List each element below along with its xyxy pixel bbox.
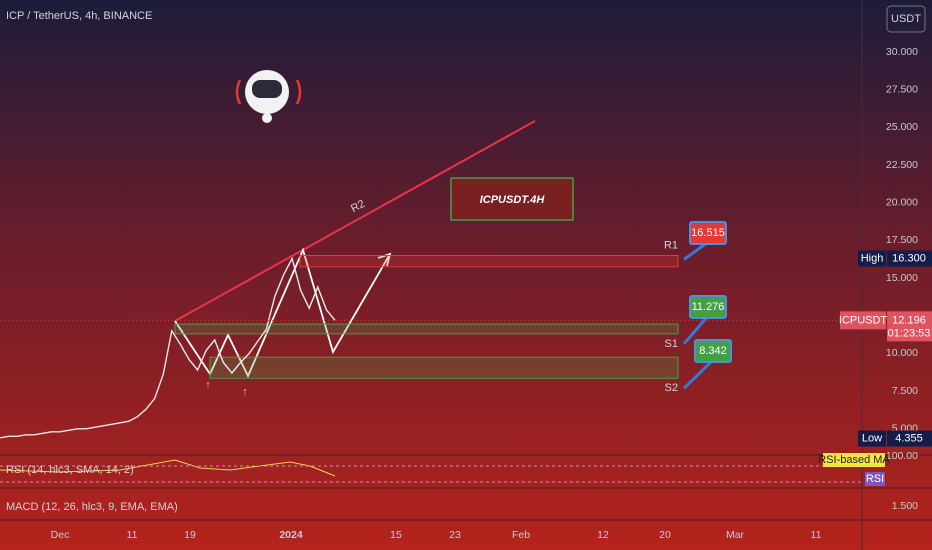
symbol: ICPUSDT xyxy=(839,314,888,326)
rsi-line xyxy=(0,459,336,477)
x-tick-label: 12 xyxy=(597,529,609,541)
last-price: 12.196 xyxy=(892,314,926,326)
arrow-up: ↑ xyxy=(242,386,248,398)
price-line xyxy=(0,256,336,439)
callout-box xyxy=(689,295,727,319)
x-tick-label: 11 xyxy=(811,529,822,541)
high-label: High xyxy=(861,252,884,264)
y-tick-label: 25.000 xyxy=(886,121,918,133)
annotation-box xyxy=(450,177,574,221)
zone-name: S1 xyxy=(665,338,678,350)
low-tag xyxy=(858,430,886,447)
high-tag xyxy=(858,250,886,267)
x-tick-label: Feb xyxy=(512,529,530,541)
low-price-tag xyxy=(887,430,932,447)
arrow-up: ↑ xyxy=(205,379,211,391)
low-label: Low xyxy=(862,432,882,444)
rsi-tick: 100.00 xyxy=(886,450,918,462)
macd-title: MACD (12, 26, hlc3, 9, EMA, EMA) xyxy=(6,501,178,513)
chart-title: ICP / TetherUS, 4h, BINANCE xyxy=(6,10,152,22)
y-tick-label: 20.000 xyxy=(886,197,918,209)
high-price: 16.300 xyxy=(892,252,926,264)
y-tick-label: 30.000 xyxy=(886,46,918,58)
x-tick-label: 11 xyxy=(127,529,138,541)
callout-line xyxy=(682,358,715,390)
x-tick-label: 2024 xyxy=(279,529,303,541)
zone xyxy=(174,323,679,335)
zone-name: R1 xyxy=(664,239,678,251)
zone xyxy=(299,255,679,268)
x-tick-label: 15 xyxy=(390,529,402,541)
x-tick-label: 23 xyxy=(449,529,461,541)
x-tick-label: 19 xyxy=(184,529,196,541)
x-tick-label: 20 xyxy=(659,529,671,541)
rsi-label: RSI xyxy=(866,473,884,485)
callout-value: 8.342 xyxy=(699,345,727,357)
rsi-tag xyxy=(865,472,885,486)
trendline xyxy=(174,120,536,322)
logo xyxy=(235,70,302,123)
y-tick-label: 17.500 xyxy=(886,234,918,246)
rsi-ma-label: RSI-based MA xyxy=(818,454,890,466)
high-price-tag xyxy=(887,250,932,267)
arrow-head xyxy=(377,252,392,267)
low-price: 4.355 xyxy=(895,432,923,444)
price-tag xyxy=(887,311,932,342)
zone-name: S2 xyxy=(665,382,678,394)
callout-value: 16.515 xyxy=(691,227,725,239)
macd-tick: 1.500 xyxy=(892,500,918,512)
x-tick-label: Dec xyxy=(51,529,70,541)
callout-value: 11.276 xyxy=(692,301,725,313)
annotation: ICPUSDT.4H xyxy=(480,194,546,206)
symbol-tag xyxy=(840,311,886,330)
y-tick-label: 10.000 xyxy=(886,347,918,359)
y-tick-label: 15.000 xyxy=(886,272,918,284)
y-tick-label: 27.500 xyxy=(886,84,918,96)
currency: USDT xyxy=(891,13,921,25)
x-tick-label: Mar xyxy=(726,529,745,541)
callout-box xyxy=(694,339,732,363)
currency-button[interactable] xyxy=(886,5,926,33)
y-tick-label: 22.500 xyxy=(886,159,918,171)
y-tick-label: 7.500 xyxy=(892,385,918,397)
callout-box xyxy=(689,221,727,245)
countdown: 01:23:53 xyxy=(888,327,931,339)
trendline-label: R2 xyxy=(349,198,367,215)
zone xyxy=(209,356,679,379)
rsi-ma-tag xyxy=(823,453,885,467)
rsi-title: RSI (14, hlc3, SMA, 14, 2) xyxy=(6,464,134,476)
